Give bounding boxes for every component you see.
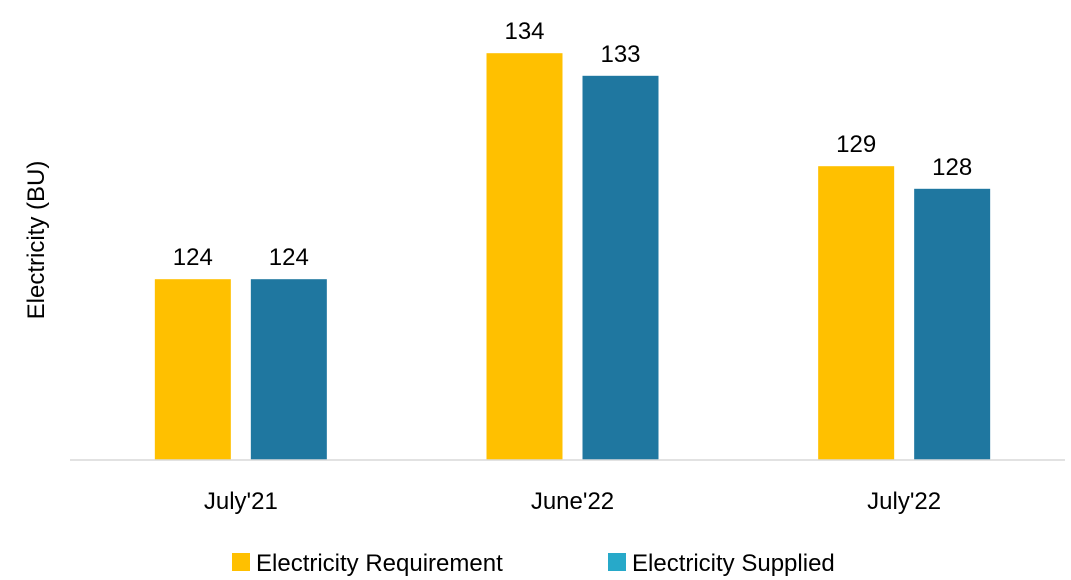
bar-requirement-1: [486, 53, 563, 460]
legend-label-0: Electricity Requirement: [256, 550, 503, 577]
data-label-0-1: 124: [269, 244, 309, 271]
y-axis-title: Electricity (BU): [23, 161, 50, 320]
x-tick-label-0: July'21: [204, 488, 278, 515]
legend-label-1: Electricity Supplied: [632, 550, 835, 577]
legend-swatch-1: [608, 553, 626, 571]
bar-supplied-2: [914, 188, 991, 461]
x-tick-labels-group: July'21 June'22 July'22: [204, 488, 941, 515]
legend: Electricity Requirement Electricity Suppl…: [232, 550, 835, 577]
bars-group: [154, 53, 991, 461]
bar-requirement-0: [154, 279, 231, 460]
x-tick-label-1: June'22: [531, 488, 614, 515]
data-labels-group: 124 124 134 133 129 128: [173, 18, 972, 271]
data-label-2-0: 129: [836, 131, 876, 158]
data-label-2-1: 128: [932, 154, 972, 181]
data-label-0-0: 124: [173, 244, 213, 271]
legend-swatch-0: [232, 553, 250, 571]
data-label-1-1: 133: [600, 41, 640, 68]
data-label-1-0: 134: [504, 18, 544, 45]
bar-requirement-2: [818, 166, 895, 460]
bar-supplied-0: [250, 279, 327, 460]
x-tick-label-2: July'22: [867, 488, 941, 515]
bar-supplied-1: [582, 75, 659, 461]
